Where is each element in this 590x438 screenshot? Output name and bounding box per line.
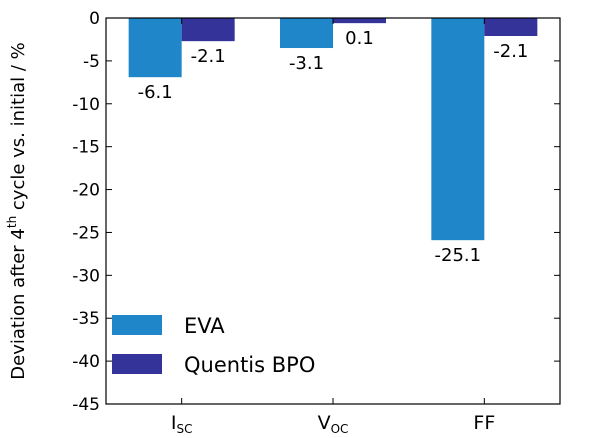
bar-quentis-bpo	[333, 18, 386, 24]
y-axis-label: Deviation after 4th cycle vs. initial / …	[5, 42, 29, 379]
x-tick-label: ISC	[171, 412, 193, 436]
y-tick-label: -25	[72, 223, 100, 243]
legend: EVA Quentis BPO	[112, 314, 315, 377]
legend-swatch	[112, 315, 162, 335]
x-axis: ISC VOC FF	[171, 18, 495, 436]
data-label: -25.1	[435, 245, 482, 266]
y-tick-label: -40	[72, 352, 100, 372]
bar-quentis-bpo	[484, 18, 538, 37]
data-label: -2.1	[191, 46, 226, 67]
y-tick-label: -20	[72, 181, 100, 201]
y-tick-label: -30	[72, 266, 100, 286]
y-tick-label: -45	[72, 395, 100, 415]
data-label: 0.1	[345, 28, 374, 49]
legend-swatch	[112, 354, 162, 374]
data-labels-group: -6.1 -2.1 -3.1 0.1 -25.1 -2.1	[138, 28, 529, 266]
data-label: -6.1	[138, 82, 173, 103]
bar-eva	[431, 18, 485, 241]
y-tick-label: -35	[72, 309, 100, 329]
x-tick-label: FF	[473, 412, 495, 434]
y-tick-label: -5	[83, 52, 100, 72]
bar-eva	[280, 18, 333, 49]
data-label: -3.1	[289, 53, 324, 74]
legend-label: EVA	[184, 314, 225, 338]
y-tick-label: 0	[89, 9, 100, 29]
bar-eva	[128, 18, 182, 78]
y-tick-label: -10	[72, 95, 100, 115]
data-label: -2.1	[493, 41, 528, 62]
bars-group	[128, 18, 538, 241]
y-axis: 0 -5 -10 -15 -20 -25 -30 -35 -40 -45	[72, 9, 560, 415]
bar-quentis-bpo	[181, 18, 235, 42]
x-tick-label: VOC	[318, 412, 349, 436]
y-tick-label: -15	[72, 138, 100, 158]
legend-label: Quentis BPO	[184, 353, 315, 377]
